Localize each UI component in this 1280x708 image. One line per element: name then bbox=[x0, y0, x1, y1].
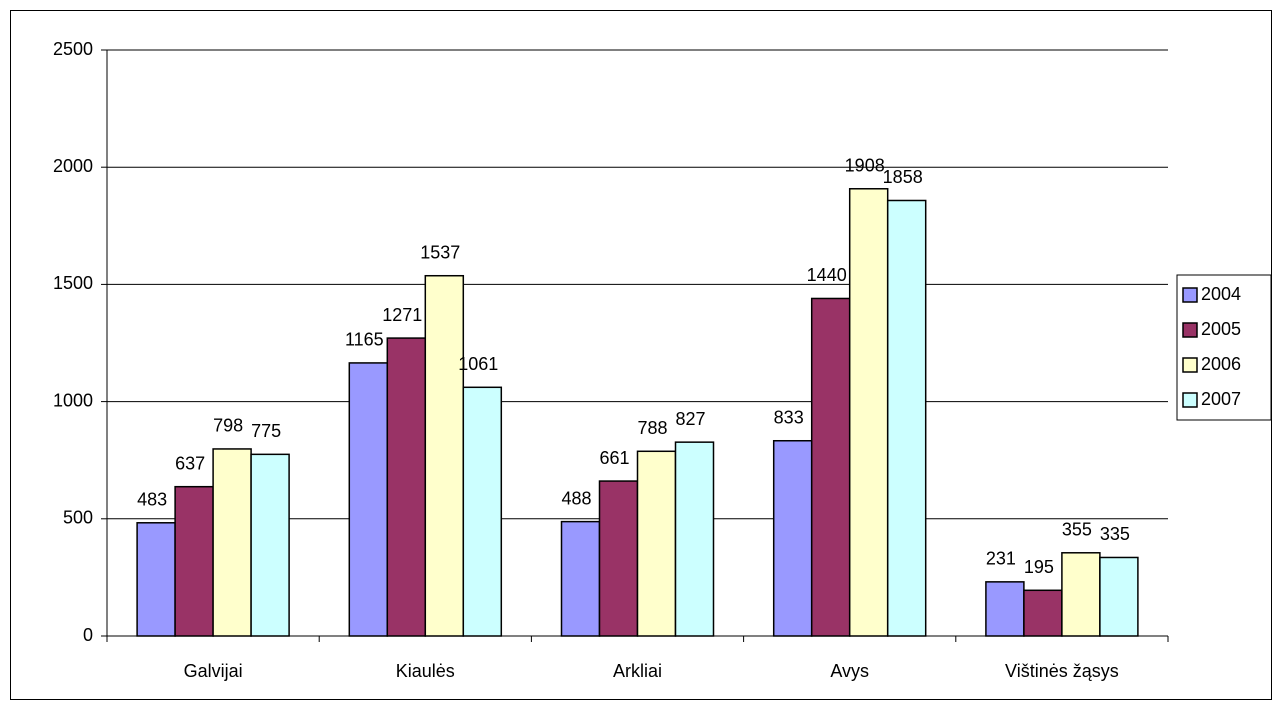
bar bbox=[886, 199, 927, 637]
bar bbox=[848, 188, 889, 637]
data-label: 355 bbox=[1062, 520, 1092, 540]
bar bbox=[636, 450, 677, 637]
data-label: 775 bbox=[251, 421, 281, 441]
data-label: 1271 bbox=[382, 305, 422, 325]
bar bbox=[250, 453, 290, 637]
data-label: 827 bbox=[675, 409, 705, 429]
data-label: 1908 bbox=[845, 156, 885, 176]
data-label: 1061 bbox=[458, 354, 498, 374]
data-label: 195 bbox=[1024, 557, 1054, 577]
bar bbox=[462, 386, 503, 637]
bar bbox=[212, 448, 252, 637]
data-label: 788 bbox=[637, 418, 667, 438]
data-label: 661 bbox=[599, 448, 629, 468]
data-label: 833 bbox=[774, 407, 804, 427]
data-label: 1537 bbox=[420, 242, 460, 262]
bar bbox=[1023, 589, 1063, 637]
bar bbox=[985, 581, 1025, 637]
legend-label: 2004 bbox=[1201, 284, 1241, 304]
legend-label: 2006 bbox=[1201, 354, 1241, 374]
data-label: 488 bbox=[561, 488, 591, 508]
legend-label: 2005 bbox=[1201, 319, 1241, 339]
bar bbox=[1099, 556, 1139, 637]
bar bbox=[674, 441, 715, 637]
bar bbox=[424, 274, 465, 637]
x-tick-label: Arkliai bbox=[613, 661, 662, 681]
legend-label: 2007 bbox=[1201, 389, 1241, 409]
data-label: 335 bbox=[1100, 524, 1130, 544]
data-label: 1165 bbox=[345, 330, 384, 350]
bar bbox=[598, 480, 639, 637]
bar bbox=[810, 297, 851, 637]
x-tick-label: Avys bbox=[830, 661, 869, 681]
y-tick-label: 1500 bbox=[53, 273, 93, 293]
bar bbox=[136, 522, 176, 637]
bar bbox=[772, 439, 813, 637]
bar bbox=[174, 485, 214, 637]
legend-swatch bbox=[1182, 287, 1198, 303]
legend-swatch bbox=[1182, 392, 1198, 408]
data-label: 231 bbox=[986, 549, 1016, 569]
bar bbox=[560, 520, 601, 637]
y-tick-label: 2000 bbox=[53, 156, 93, 176]
x-tick-label: Vištinės žąsys bbox=[1005, 661, 1119, 681]
data-label: 483 bbox=[137, 490, 167, 510]
y-tick-label: 500 bbox=[63, 508, 93, 528]
legend-swatch bbox=[1182, 357, 1198, 373]
y-tick-label: 2500 bbox=[53, 39, 93, 59]
data-label: 1440 bbox=[807, 265, 847, 285]
legend-swatch bbox=[1182, 322, 1198, 338]
x-tick-label: Galvijai bbox=[184, 661, 243, 681]
x-tick-label: Kiaulės bbox=[396, 661, 455, 681]
data-label: 798 bbox=[213, 416, 243, 436]
y-tick-label: 0 bbox=[83, 625, 93, 645]
y-tick-label: 1000 bbox=[53, 390, 93, 410]
data-label: 637 bbox=[175, 453, 205, 473]
bar bbox=[1061, 552, 1101, 637]
bar bbox=[386, 337, 427, 637]
data-label: 1858 bbox=[883, 167, 923, 187]
bar bbox=[348, 362, 389, 637]
